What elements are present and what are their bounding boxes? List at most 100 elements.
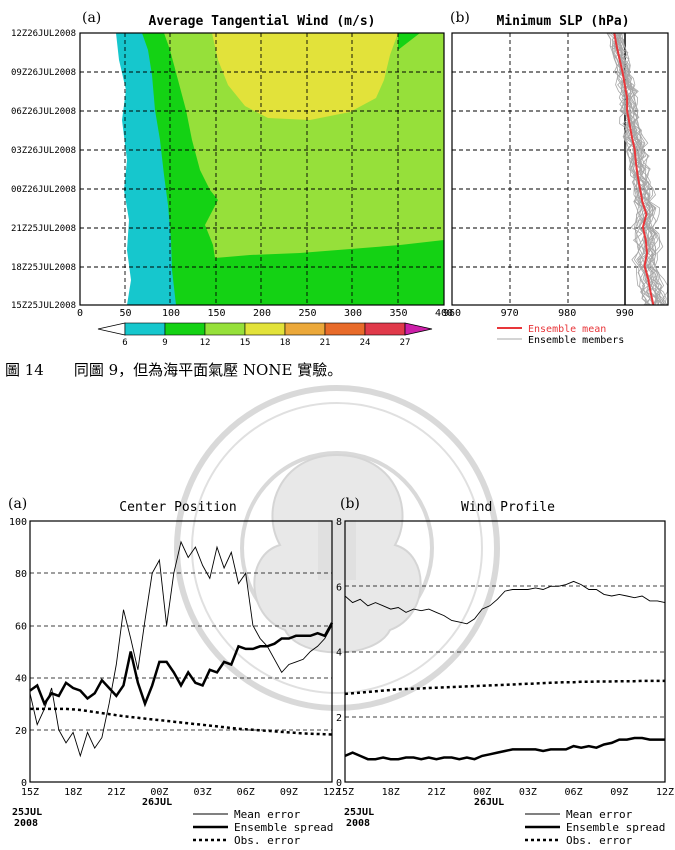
y-tick-label: 06Z26JUL2008 <box>11 107 76 117</box>
x-tick-label: 970 <box>501 308 519 319</box>
x-tick-label: 150 <box>207 308 225 319</box>
colorbar-tick-label: 27 <box>400 338 411 348</box>
x-tick-label: 15Z <box>336 787 354 798</box>
colorbar-tick-label: 12 <box>200 338 211 348</box>
x-tick-label: 09Z <box>280 787 298 798</box>
x-tick-label: 100 <box>162 308 180 319</box>
wind-ensemble-spread-line <box>344 736 665 761</box>
x-tick-label: 12Z <box>656 787 674 798</box>
slp-member-line <box>616 32 667 306</box>
y-tick-label: 03Z26JUL2008 <box>11 146 76 156</box>
center-position-grid <box>30 572 332 731</box>
colorbar-tick-label: 6 <box>122 338 127 348</box>
colorbar-12-15 <box>204 322 246 336</box>
tangential-wind-title: Average Tangential Wind (m/s) <box>149 14 376 29</box>
y-tick-label: 2 <box>336 713 342 724</box>
slp-member-line <box>619 32 665 306</box>
center-ensemble-spread-line <box>29 622 334 708</box>
min-slp-frame <box>451 32 669 306</box>
wind-profile-grid <box>345 585 665 718</box>
university-seal-watermark <box>174 385 500 711</box>
y-tick-label: 18Z25JUL2008 <box>11 263 76 273</box>
slp-member-line <box>617 32 663 306</box>
x-tick-label: 18Z <box>64 787 82 798</box>
x-tick-label: 400 <box>435 308 453 319</box>
panel-label-top-a: (a) <box>82 10 101 26</box>
legend-members-label: Ensemble members <box>528 335 624 346</box>
tangential-wind-grid <box>80 33 444 305</box>
colorbar: 6 9 12 15 18 21 24 27 <box>97 322 433 348</box>
x-sublabel-2008-b: 2008 <box>346 818 370 829</box>
legend-a-spread-label: Ensemble spread <box>234 821 333 834</box>
x-tick-label: 06Z <box>565 787 583 798</box>
colorbar-9-12 <box>164 322 206 336</box>
x-tick-label: 00Z <box>150 787 168 798</box>
wind-profile-frame <box>344 520 666 783</box>
x-tick-label: 15Z <box>21 787 39 798</box>
legend-a-obs-label: Obs. error <box>234 834 301 847</box>
legend-b-spread-label: Ensemble spread <box>566 821 665 834</box>
wind-obs-error-line <box>344 679 665 696</box>
x-tick-label: 0 <box>77 308 83 319</box>
panel-label-bottom-b: (b) <box>340 496 360 512</box>
x-tick-label: 50 <box>119 308 131 319</box>
x-tick-label: 200 <box>253 308 271 319</box>
y-tick-label: 21Z25JUL2008 <box>11 224 76 234</box>
slp-member-line <box>615 32 669 306</box>
panel-label-top-b: (b) <box>450 10 470 26</box>
panel-label-bottom-a: (a) <box>8 496 27 512</box>
x-sublabel-2008-a: 2008 <box>14 818 38 829</box>
legend-mean-label: Ensemble mean <box>528 324 606 335</box>
min-slp-title: Minimum SLP (hPa) <box>496 14 629 29</box>
y-tick-label: 60 <box>15 621 27 632</box>
x-tick-label: 21Z <box>427 787 445 798</box>
legend-b-obs-label: Obs. error <box>566 834 633 847</box>
x-tick-label: 980 <box>558 308 576 319</box>
y-tick-label: 09Z26JUL2008 <box>11 68 76 78</box>
center-mean-error-line <box>29 540 333 758</box>
min-slp-panel: (b) Minimum SLP (hPa) 960 970 980 990 Ensem… <box>443 10 669 346</box>
x-tick-label: 990 <box>616 308 634 319</box>
y-tick-label: 80 <box>15 569 27 580</box>
y-tick-label: 100 <box>9 517 27 528</box>
x-tick-label: 21Z <box>107 787 125 798</box>
colorbar-tick-label: 24 <box>360 338 371 348</box>
wind-mean-error-line <box>344 580 666 625</box>
x-sublabel-26jul-b: 26JUL <box>474 797 504 808</box>
legend-a-mean-label: Mean error <box>234 808 301 821</box>
colorbar-21-24 <box>324 322 366 336</box>
min-slp-grid <box>452 33 668 305</box>
colorbar-tick-label: 18 <box>280 338 291 348</box>
x-tick-label: 06Z <box>237 787 255 798</box>
y-tick-label: 0 <box>21 778 27 789</box>
y-tick-label: 40 <box>15 674 27 685</box>
x-tick-label: 960 <box>443 308 461 319</box>
colorbar-low-arrow <box>97 322 126 336</box>
x-tick-label: 12Z <box>323 787 341 798</box>
y-tick-label: 6 <box>336 582 342 593</box>
colorbar-6-9 <box>124 322 166 336</box>
x-tick-label: 300 <box>344 308 362 319</box>
slp-member-line <box>611 32 650 306</box>
x-tick-label: 03Z <box>194 787 212 798</box>
colorbar-18-21 <box>284 322 326 336</box>
slp-member-line <box>608 32 649 306</box>
y-tick-label: 12Z26JUL2008 <box>11 29 76 39</box>
wind-profile-panel: (b) Wind Profile 0 2 4 6 8 15Z 18Z 21Z 00Z 03Z 06… <box>336 496 674 847</box>
wind-profile-title: Wind Profile <box>461 500 555 515</box>
y-tick-label: 20 <box>15 726 27 737</box>
x-sublabel-26jul-a: 26JUL <box>142 797 172 808</box>
x-sublabel-25jul-b: 25JUL <box>344 807 374 818</box>
contour-15-18 <box>212 33 398 120</box>
x-tick-label: 18Z <box>382 787 400 798</box>
y-tick-label: 15Z25JUL2008 <box>11 301 76 311</box>
colorbar-24-27 <box>364 322 406 336</box>
colorbar-tick-label: 15 <box>240 338 251 348</box>
x-sublabel-25jul-a: 25JUL <box>12 807 42 818</box>
y-tick-label: 8 <box>336 517 342 528</box>
slp-member-line <box>614 32 653 306</box>
colorbar-tick-label: 21 <box>320 338 331 348</box>
y-tick-label: 0 <box>336 778 342 789</box>
tangential-wind-frame <box>79 32 445 306</box>
